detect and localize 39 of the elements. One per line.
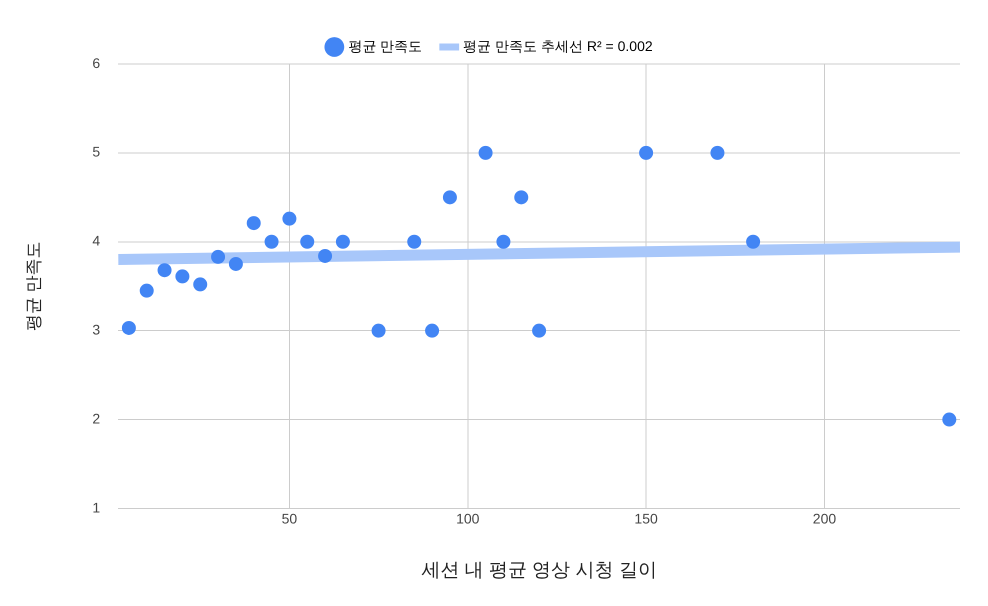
point bbox=[710, 146, 724, 160]
point bbox=[336, 234, 350, 249]
point bbox=[318, 248, 332, 263]
point bbox=[158, 263, 172, 278]
point bbox=[514, 190, 528, 204]
y-tick-label: 3 bbox=[92, 322, 100, 338]
point bbox=[442, 190, 457, 204]
y-tick-label: 6 bbox=[92, 54, 100, 71]
y-tick-label: 4 bbox=[92, 232, 100, 249]
y-axis-title: 평균 만족도 bbox=[24, 241, 43, 332]
y-tick-label: 1 bbox=[92, 499, 100, 516]
point bbox=[246, 216, 261, 230]
point bbox=[228, 256, 243, 271]
point bbox=[300, 234, 314, 249]
point bbox=[264, 234, 279, 249]
point bbox=[372, 324, 386, 338]
legend-label: 평균 만족도 bbox=[348, 38, 422, 54]
point bbox=[496, 234, 510, 249]
point bbox=[942, 412, 956, 427]
x-tick-label: 150 bbox=[634, 510, 658, 527]
y-tick-label: 5 bbox=[92, 144, 100, 160]
point bbox=[193, 277, 208, 292]
point bbox=[122, 320, 136, 335]
point bbox=[282, 212, 296, 226]
x-tick-label: 50 bbox=[282, 510, 298, 527]
point bbox=[478, 146, 493, 160]
x-tick-label: 100 bbox=[456, 510, 480, 527]
point bbox=[140, 284, 154, 298]
x-tick-label: 200 bbox=[812, 510, 836, 527]
x-axis-title: 세션 내 평균 영상 시청 길이 bbox=[421, 560, 657, 581]
point bbox=[425, 324, 440, 338]
point bbox=[175, 269, 190, 284]
point bbox=[639, 146, 654, 160]
point bbox=[407, 234, 422, 249]
y-tick-label: 2 bbox=[92, 410, 100, 426]
point bbox=[746, 234, 760, 249]
legend-label: 평균 만족도 추세선 R² = 0.002 bbox=[463, 38, 653, 54]
point bbox=[211, 250, 226, 264]
point bbox=[532, 324, 546, 338]
